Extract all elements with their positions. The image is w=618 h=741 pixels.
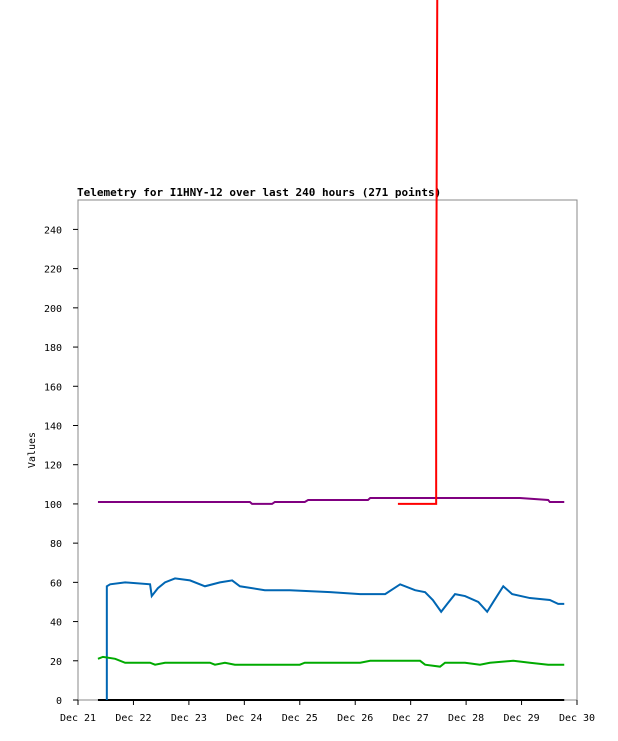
x-tick-label: Dec 24 <box>226 713 262 724</box>
y-tick-label: 200 <box>44 304 62 315</box>
y-tick-label: 220 <box>44 265 62 276</box>
x-tick-label: Dec 30 <box>559 713 595 724</box>
y-tick-label: 80 <box>50 539 62 550</box>
x-tick-label: Dec 25 <box>282 713 318 724</box>
series-line <box>97 655 565 668</box>
y-tick-label: 0 <box>56 696 62 707</box>
x-tick-label: Dec 26 <box>337 713 373 724</box>
y-tick-label: 140 <box>44 421 62 432</box>
y-tick-label: 60 <box>50 578 62 589</box>
x-tick-label: Dec 23 <box>171 713 207 724</box>
series-line <box>397 0 439 505</box>
y-tick-label: 160 <box>44 382 62 393</box>
x-tick-label: Dec 21 <box>60 713 96 724</box>
y-tick-label: 100 <box>44 500 62 511</box>
x-tick-label: Dec 22 <box>115 713 151 724</box>
y-tick-label: 240 <box>44 225 62 236</box>
y-tick-label: 180 <box>44 343 62 354</box>
y-tick-label: 40 <box>50 618 62 629</box>
y-tick-label: 120 <box>44 461 62 472</box>
series-line <box>105 577 565 700</box>
x-tick-label: Dec 28 <box>448 713 484 724</box>
x-tick-label: Dec 27 <box>393 713 429 724</box>
y-axis-label: Values <box>27 432 38 468</box>
series-line <box>97 497 565 505</box>
x-tick-label: Dec 29 <box>503 713 539 724</box>
chart-title: Telemetry for I1HNY-12 over last 240 hou… <box>77 186 441 199</box>
y-tick-label: 20 <box>50 657 62 668</box>
plot-frame <box>77 199 578 701</box>
